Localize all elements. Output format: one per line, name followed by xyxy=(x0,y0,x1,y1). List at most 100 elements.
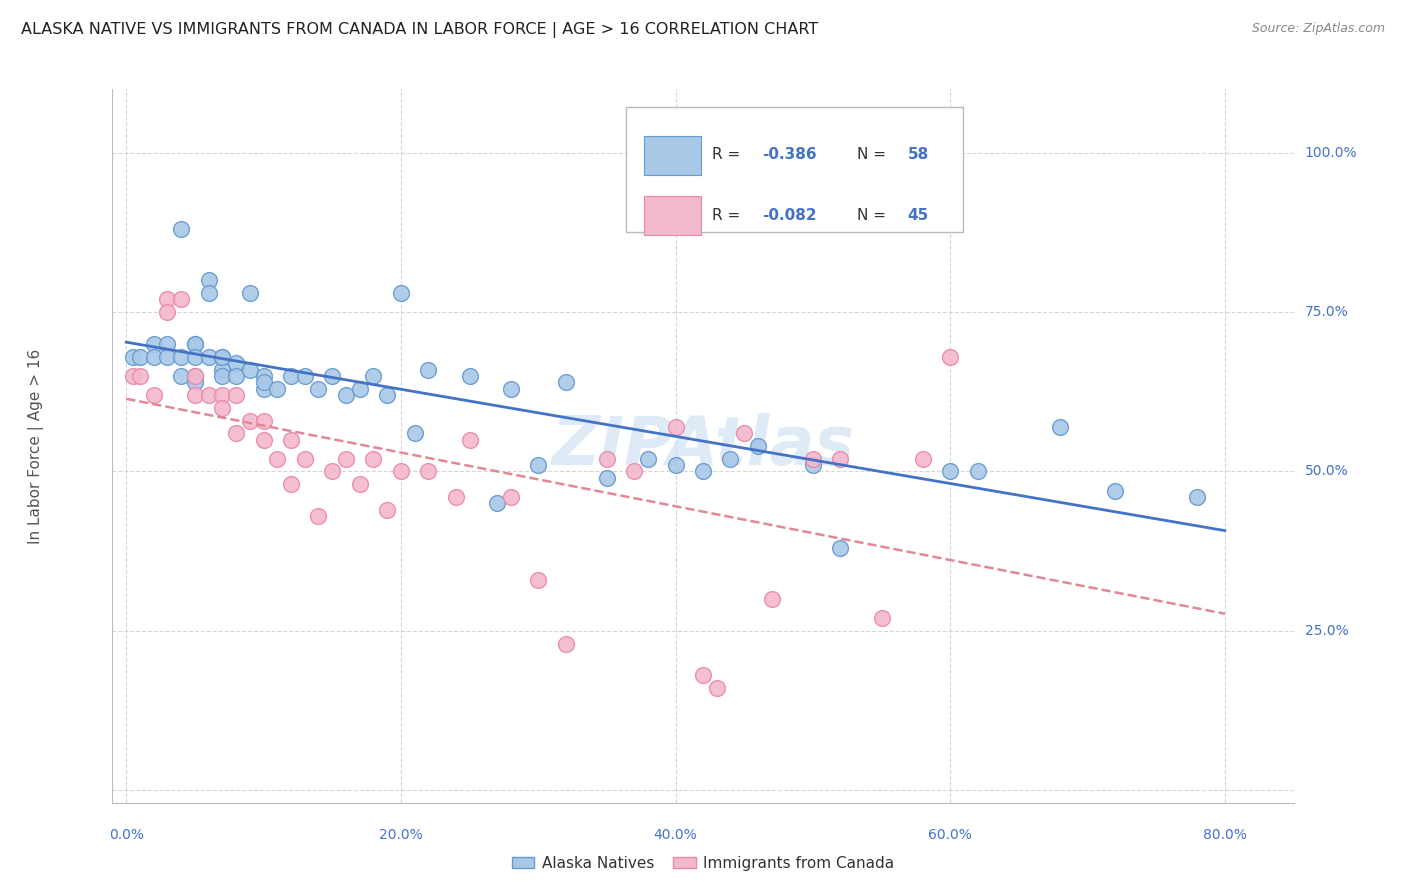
Point xyxy=(911,451,934,466)
Point xyxy=(321,465,343,479)
Point xyxy=(733,426,755,441)
Point xyxy=(184,337,207,351)
Point xyxy=(184,350,207,364)
Point xyxy=(129,368,152,383)
Text: R =: R = xyxy=(713,147,745,162)
Point xyxy=(197,273,219,287)
Text: Source: ZipAtlas.com: Source: ZipAtlas.com xyxy=(1251,22,1385,36)
Text: 80.0%: 80.0% xyxy=(1204,828,1247,842)
Text: N =: N = xyxy=(856,147,890,162)
Point xyxy=(375,502,398,516)
Point xyxy=(252,413,274,427)
Point xyxy=(211,401,233,415)
Point xyxy=(197,350,219,364)
Point xyxy=(444,490,467,504)
Point xyxy=(499,490,522,504)
Point xyxy=(170,368,193,383)
Point xyxy=(623,465,645,479)
Text: 20.0%: 20.0% xyxy=(380,828,423,842)
Text: 0.0%: 0.0% xyxy=(108,828,143,842)
Point xyxy=(252,376,274,390)
FancyBboxPatch shape xyxy=(644,136,700,175)
Point xyxy=(499,382,522,396)
Point xyxy=(308,509,330,524)
Text: -0.082: -0.082 xyxy=(762,208,817,223)
Point xyxy=(389,465,412,479)
Point xyxy=(156,293,179,307)
Point xyxy=(404,426,426,441)
Text: 45: 45 xyxy=(907,208,928,223)
Point xyxy=(966,465,988,479)
Point xyxy=(363,368,385,383)
Point xyxy=(747,439,769,453)
Point xyxy=(184,388,207,402)
Point xyxy=(637,451,659,466)
Point xyxy=(870,611,893,625)
Point xyxy=(170,293,193,307)
Point xyxy=(418,465,440,479)
Point xyxy=(720,451,742,466)
Point xyxy=(184,368,207,383)
Point xyxy=(129,350,152,364)
Point xyxy=(1049,420,1071,434)
Point xyxy=(939,465,962,479)
Point xyxy=(485,496,508,510)
Point xyxy=(554,636,576,650)
Text: -0.386: -0.386 xyxy=(762,147,817,162)
Point xyxy=(527,573,550,587)
Point xyxy=(266,451,288,466)
Point xyxy=(363,451,385,466)
Point xyxy=(1187,490,1209,504)
Text: ZIPAtlas: ZIPAtlas xyxy=(551,413,855,479)
Point xyxy=(266,382,288,396)
Point xyxy=(706,681,728,695)
Point xyxy=(142,337,165,351)
Point xyxy=(170,350,193,364)
Point xyxy=(156,305,179,319)
Point xyxy=(664,458,686,472)
Point xyxy=(252,382,274,396)
Text: 40.0%: 40.0% xyxy=(654,828,697,842)
Point xyxy=(211,350,233,364)
Point xyxy=(142,388,165,402)
Point xyxy=(349,382,371,396)
Point xyxy=(554,376,576,390)
Point xyxy=(458,368,481,383)
Point xyxy=(239,362,262,376)
Point xyxy=(252,368,274,383)
Point xyxy=(184,368,207,383)
Point xyxy=(156,350,179,364)
FancyBboxPatch shape xyxy=(626,107,963,232)
Point xyxy=(830,541,852,555)
Point xyxy=(389,286,412,301)
Point xyxy=(692,465,714,479)
Point xyxy=(197,286,219,301)
Point xyxy=(1104,483,1126,498)
Text: 60.0%: 60.0% xyxy=(928,828,972,842)
Point xyxy=(308,382,330,396)
Point xyxy=(225,368,247,383)
Point xyxy=(211,350,233,364)
Point xyxy=(142,350,165,364)
Text: In Labor Force | Age > 16: In Labor Force | Age > 16 xyxy=(28,349,44,543)
Point xyxy=(664,420,686,434)
Point xyxy=(252,433,274,447)
Text: R =: R = xyxy=(713,208,745,223)
Point xyxy=(418,362,440,376)
Text: 100.0%: 100.0% xyxy=(1305,146,1357,160)
Point xyxy=(280,477,302,491)
Point xyxy=(184,376,207,390)
Point xyxy=(761,591,783,606)
Point xyxy=(122,350,145,364)
Point xyxy=(692,668,714,682)
Text: 75.0%: 75.0% xyxy=(1305,305,1348,319)
Point xyxy=(335,388,357,402)
Text: 50.0%: 50.0% xyxy=(1305,465,1348,478)
Text: ALASKA NATIVE VS IMMIGRANTS FROM CANADA IN LABOR FORCE | AGE > 16 CORRELATION CH: ALASKA NATIVE VS IMMIGRANTS FROM CANADA … xyxy=(21,22,818,38)
Point xyxy=(830,451,852,466)
Point xyxy=(225,388,247,402)
Point xyxy=(801,458,824,472)
Point xyxy=(458,433,481,447)
Point xyxy=(280,433,302,447)
Legend: Alaska Natives, Immigrants from Canada: Alaska Natives, Immigrants from Canada xyxy=(505,850,901,877)
